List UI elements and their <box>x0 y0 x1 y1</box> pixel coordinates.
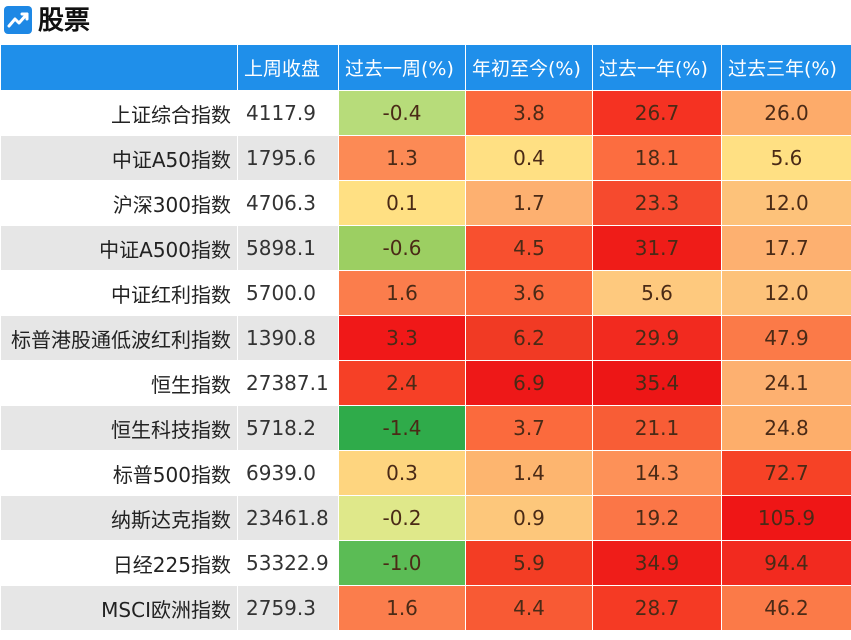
index-name-cell: 恒生指数 <box>0 360 238 406</box>
return-cell-ytd: 4.4 <box>465 585 593 631</box>
index-name-cell: 中证红利指数 <box>0 270 238 316</box>
return-cell-year3: 5.6 <box>721 135 851 181</box>
return-cell-ytd: 3.7 <box>465 405 593 451</box>
table-row: 纳斯达克指数 23461.8 -0.2 0.9 19.2 105.9 <box>0 495 851 541</box>
return-cell-year1: 35.4 <box>592 360 722 406</box>
last-close-cell: 5700.0 <box>237 270 339 316</box>
return-cell-week: 0.1 <box>338 180 466 226</box>
table-row: 恒生科技指数 5718.2 -1.4 3.7 21.1 24.8 <box>0 405 851 451</box>
return-cell-year3: 26.0 <box>721 90 851 136</box>
index-name-cell: 日经225指数 <box>0 540 238 586</box>
return-cell-year3: 17.7 <box>721 225 851 271</box>
table-row: 中证A500指数 5898.1 -0.6 4.5 31.7 17.7 <box>0 225 851 271</box>
last-close-cell: 23461.8 <box>237 495 339 541</box>
index-name-cell: 纳斯达克指数 <box>0 495 238 541</box>
section-header: 股票 <box>0 0 851 44</box>
return-cell-year1: 23.3 <box>592 180 722 226</box>
table-row: 标普港股通低波红利指数 1390.8 3.3 6.2 29.9 47.9 <box>0 315 851 361</box>
return-cell-ytd: 5.9 <box>465 540 593 586</box>
return-cell-ytd: 0.4 <box>465 135 593 181</box>
return-cell-year1: 5.6 <box>592 270 722 316</box>
return-cell-ytd: 1.4 <box>465 450 593 496</box>
return-cell-year3: 47.9 <box>721 315 851 361</box>
column-header-close: 上周收盘 <box>237 44 339 91</box>
return-cell-year3: 105.9 <box>721 495 851 541</box>
last-close-cell: 1390.8 <box>237 315 339 361</box>
last-close-cell: 4706.3 <box>237 180 339 226</box>
last-close-cell: 4117.9 <box>237 90 339 136</box>
return-cell-ytd: 0.9 <box>465 495 593 541</box>
column-header-ytd: 年初至今(%) <box>465 44 593 91</box>
table-row: 中证红利指数 5700.0 1.6 3.6 5.6 12.0 <box>0 270 851 316</box>
return-cell-year1: 18.1 <box>592 135 722 181</box>
last-close-cell: 2759.3 <box>237 585 339 631</box>
return-cell-week: 0.3 <box>338 450 466 496</box>
return-cell-year1: 28.7 <box>592 585 722 631</box>
return-cell-week: -0.4 <box>338 90 466 136</box>
return-cell-week: 2.4 <box>338 360 466 406</box>
return-cell-year1: 31.7 <box>592 225 722 271</box>
table-row: 日经225指数 53322.9 -1.0 5.9 34.9 94.4 <box>0 540 851 586</box>
page-title: 股票 <box>38 6 91 36</box>
column-header-year3: 过去三年(%) <box>721 44 851 91</box>
index-name-cell: 标普500指数 <box>0 450 238 496</box>
stock-index-table: 上周收盘 过去一周(%) 年初至今(%) 过去一年(%) 过去三年(%) 上证综… <box>0 44 851 631</box>
table-row: 中证A50指数 1795.6 1.3 0.4 18.1 5.6 <box>0 135 851 181</box>
return-cell-week: -0.2 <box>338 495 466 541</box>
index-name-cell: MSCI欧洲指数 <box>0 585 238 631</box>
last-close-cell: 6939.0 <box>237 450 339 496</box>
return-cell-ytd: 4.5 <box>465 225 593 271</box>
return-cell-ytd: 3.6 <box>465 270 593 316</box>
return-cell-week: 1.6 <box>338 270 466 316</box>
index-name-cell: 上证综合指数 <box>0 90 238 136</box>
table-row: 标普500指数 6939.0 0.3 1.4 14.3 72.7 <box>0 450 851 496</box>
return-cell-year3: 12.0 <box>721 270 851 316</box>
return-cell-year3: 94.4 <box>721 540 851 586</box>
return-cell-week: -1.0 <box>338 540 466 586</box>
column-header-week: 过去一周(%) <box>338 44 466 91</box>
return-cell-ytd: 6.2 <box>465 315 593 361</box>
last-close-cell: 27387.1 <box>237 360 339 406</box>
return-cell-year3: 46.2 <box>721 585 851 631</box>
table-body: 上证综合指数 4117.9 -0.4 3.8 26.7 26.0 中证A50指数 1795.6… <box>0 90 851 631</box>
return-cell-week: 1.6 <box>338 585 466 631</box>
last-close-cell: 5718.2 <box>237 405 339 451</box>
table-row: MSCI欧洲指数 2759.3 1.6 4.4 28.7 46.2 <box>0 585 851 631</box>
index-name-cell: 中证A50指数 <box>0 135 238 181</box>
table-header-row: 上周收盘 过去一周(%) 年初至今(%) 过去一年(%) 过去三年(%) <box>0 44 851 91</box>
return-cell-week: -1.4 <box>338 405 466 451</box>
last-close-cell: 1795.6 <box>237 135 339 181</box>
return-cell-ytd: 1.7 <box>465 180 593 226</box>
table-row: 上证综合指数 4117.9 -0.4 3.8 26.7 26.0 <box>0 90 851 136</box>
return-cell-year1: 19.2 <box>592 495 722 541</box>
index-name-cell: 沪深300指数 <box>0 180 238 226</box>
table-row: 恒生指数 27387.1 2.4 6.9 35.4 24.1 <box>0 360 851 406</box>
return-cell-year3: 24.8 <box>721 405 851 451</box>
return-cell-week: 1.3 <box>338 135 466 181</box>
return-cell-year3: 12.0 <box>721 180 851 226</box>
return-cell-year1: 21.1 <box>592 405 722 451</box>
return-cell-year3: 72.7 <box>721 450 851 496</box>
return-cell-ytd: 3.8 <box>465 90 593 136</box>
return-cell-week: 3.3 <box>338 315 466 361</box>
table-row: 沪深300指数 4706.3 0.1 1.7 23.3 12.0 <box>0 180 851 226</box>
index-name-cell: 中证A500指数 <box>0 225 238 271</box>
column-header-year1: 过去一年(%) <box>592 44 722 91</box>
index-name-cell: 标普港股通低波红利指数 <box>0 315 238 361</box>
index-name-cell: 恒生科技指数 <box>0 405 238 451</box>
trend-chart-icon <box>4 6 32 34</box>
return-cell-week: -0.6 <box>338 225 466 271</box>
return-cell-year1: 26.7 <box>592 90 722 136</box>
return-cell-year1: 14.3 <box>592 450 722 496</box>
return-cell-ytd: 6.9 <box>465 360 593 406</box>
return-cell-year1: 34.9 <box>592 540 722 586</box>
last-close-cell: 53322.9 <box>237 540 339 586</box>
last-close-cell: 5898.1 <box>237 225 339 271</box>
return-cell-year3: 24.1 <box>721 360 851 406</box>
column-header-name <box>0 44 238 91</box>
return-cell-year1: 29.9 <box>592 315 722 361</box>
